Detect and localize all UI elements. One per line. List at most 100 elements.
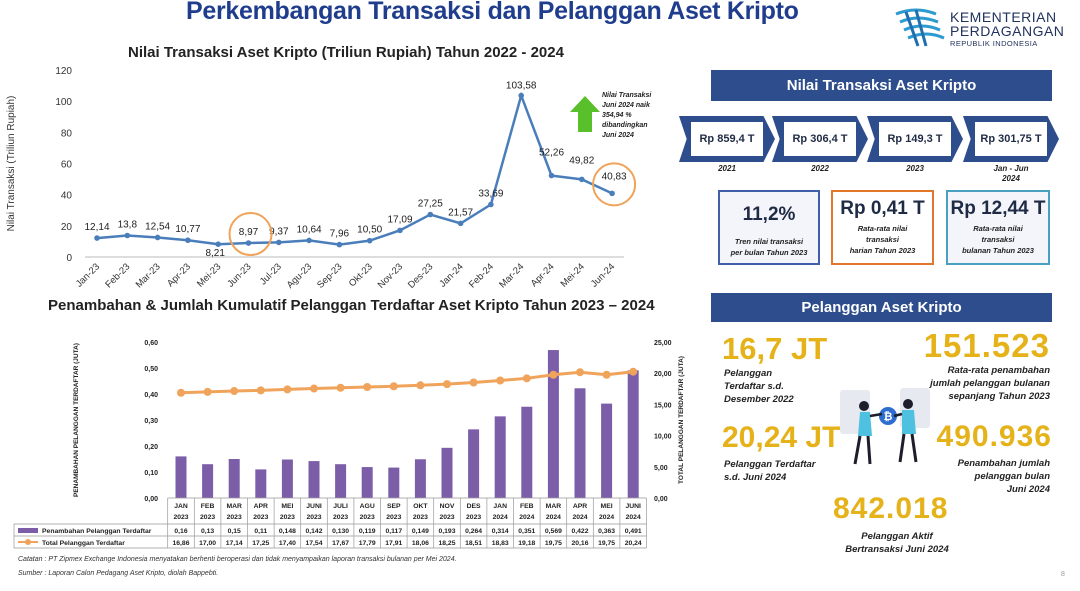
table-year: 2024 (493, 514, 508, 521)
data-point (488, 201, 494, 208)
total-point (256, 386, 265, 395)
total-point (389, 382, 398, 391)
table-value: 0,363 (598, 528, 615, 535)
bar (601, 403, 613, 498)
data-point (366, 237, 373, 244)
y-tick-label: 80 (61, 128, 73, 139)
y2-tick-label: 15,00 (654, 402, 672, 409)
data-point (124, 232, 131, 239)
table-month: JULI (333, 503, 348, 510)
customer-bar-chart: PENAMBAHAN PELANGGAN TERDAFTAR (JUTA) TOT… (13, 340, 685, 549)
customer-stat-caption-4: Penambahan jumlah pelanggan bulan Juni 202… (957, 458, 1050, 495)
data-point (457, 220, 464, 227)
table-value: 17,14 (226, 540, 243, 547)
transaction-year: 2024 (1002, 174, 1020, 183)
bar (627, 370, 639, 498)
transaction-year: 2021 (718, 164, 736, 173)
transaction-stat-box: Rp 0,41 T Rata-rata nilai transaksi harian … (831, 190, 934, 265)
total-point (576, 368, 584, 377)
transaction-arrow-value: Rp 859,4 T (691, 122, 763, 156)
table-month: JAN (493, 503, 507, 510)
transaction-stat-caption: Rata-rata nilai (857, 224, 908, 233)
data-label: 13,8 (118, 219, 138, 230)
legend-line-marker (25, 539, 31, 545)
table-month: MAR (546, 503, 562, 510)
y-axis-label: PENAMBAHAN PELANGGAN TERDAFTAR (JUTA) (73, 343, 80, 497)
x-tick-label: Jun-24 (589, 261, 617, 289)
table-month: APR (254, 503, 268, 510)
table-value: 0,569 (545, 528, 562, 535)
table-value: 18,06 (412, 540, 429, 547)
data-label: 40,83 (602, 171, 627, 182)
data-label: 10,77 (175, 224, 200, 235)
bar (281, 459, 293, 498)
table-value: 0,130 (332, 528, 349, 535)
table-year: 2023 (280, 514, 295, 521)
transaction-stat-value: Rp 0,41 T (840, 198, 925, 219)
table-month: FEB (201, 503, 215, 510)
data-point (548, 172, 555, 179)
annotation-text: 354,94 % (602, 112, 632, 119)
x-tick-label: Sep-23 (315, 261, 344, 290)
table-month: NOV (440, 503, 455, 510)
x-tick-label: Jun-23 (225, 261, 253, 289)
table-month: JAN (174, 503, 188, 510)
transaction-stat-caption: per bulan Tahun 2023 (730, 248, 808, 257)
table-value: 0,193 (438, 528, 455, 535)
table-value: 17,67 (332, 540, 349, 547)
table-value: 17,40 (279, 540, 296, 547)
total-point (336, 383, 345, 392)
table-month: MAR (226, 503, 242, 510)
data-label: 8,21 (205, 248, 225, 259)
bitcoin-exchange-illustration: ₿ (840, 388, 930, 465)
up-arrow-icon (570, 96, 600, 132)
annotation-text: dibandingkan (602, 122, 648, 129)
transaction-arrow: Rp 859,4 T (679, 116, 775, 162)
person-right-icon (903, 399, 913, 409)
data-point (306, 237, 312, 244)
table-value: 18,83 (492, 540, 509, 547)
table-year: 2023 (200, 514, 215, 521)
bar (441, 447, 453, 498)
data-point (94, 235, 100, 241)
series-line (96, 91, 613, 246)
data-point (397, 227, 403, 234)
table-year: 2023 (466, 514, 481, 521)
table-value: 16,86 (172, 540, 189, 547)
y-tick-label: 0,00 (144, 496, 158, 503)
data-label: 12,54 (145, 221, 170, 232)
total-point (230, 387, 239, 396)
bar (494, 416, 506, 498)
transaction-line-chart: Nilai Transaksi (Triliun Rupiah) 0 20 40 60 8… (6, 66, 652, 291)
table-year: 2024 (572, 514, 587, 521)
table-month: AGU (360, 503, 375, 510)
data-label: 17,09 (387, 214, 412, 225)
data-label: 10,64 (297, 224, 322, 235)
transaction-stat-value: Rp 12,44 T (950, 198, 1046, 219)
x-tick-label: Nov-23 (376, 261, 405, 290)
bar (547, 350, 559, 498)
table-month: DES (467, 503, 481, 510)
line-chart-title: Nilai Transaksi Aset Kripto (Triliun Rup… (128, 44, 564, 61)
y-tick-label: 60 (61, 160, 73, 171)
transaction-year: 2023 (906, 164, 924, 173)
page-title: Perkembangan Transaksi dan Pelanggan Ase… (186, 0, 799, 25)
customer-stat-caption-5: Pelanggan Aktif Bertransaksi Juni 2024 (845, 531, 949, 555)
legend-label: Total Pelanggan Terdaftar (42, 540, 125, 547)
transaction-stat-value: 11,2% (742, 204, 796, 225)
table-month: MEI (281, 503, 293, 510)
y-tick-label: 0,40 (144, 392, 158, 399)
table-value: 17,54 (305, 540, 322, 547)
x-tick-label: Okt-23 (347, 261, 375, 289)
y2-tick-label: 5,00 (654, 465, 668, 472)
x-tick-label: Mar-23 (134, 261, 163, 290)
data-label: 8,97 (239, 227, 259, 238)
x-tick-label: Apr-24 (529, 261, 557, 289)
logo-line-2: PERDAGANGAN (950, 23, 1065, 39)
table-value: 20,16 (571, 540, 588, 547)
customer-stat-value-1: 16,7 JT (722, 331, 828, 366)
x-tick-label: Jul-23 (258, 261, 284, 287)
y-tick-label: 0,20 (144, 444, 158, 451)
customer-stat-value-5: 842.018 (833, 492, 949, 525)
bar (175, 456, 187, 498)
